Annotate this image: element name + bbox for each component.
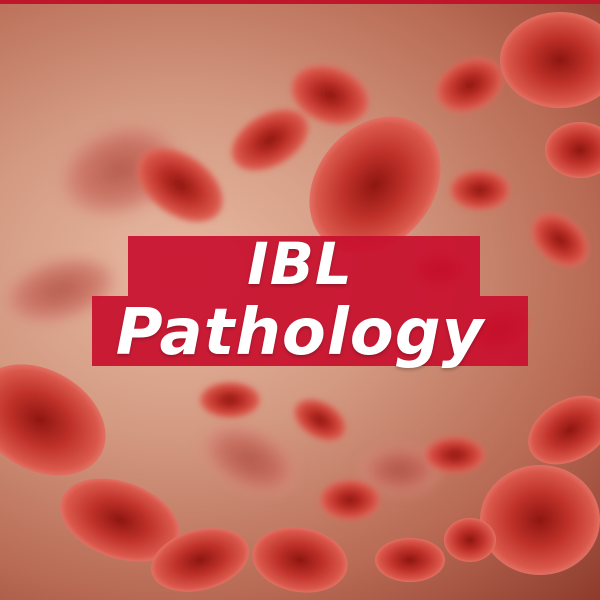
top-accent-bar	[0, 0, 600, 4]
title-line-1: IBL	[247, 230, 353, 298]
title-line-2: Pathology	[115, 296, 485, 370]
title-banner-bottom	[92, 296, 528, 366]
title-banner-top	[128, 236, 480, 296]
